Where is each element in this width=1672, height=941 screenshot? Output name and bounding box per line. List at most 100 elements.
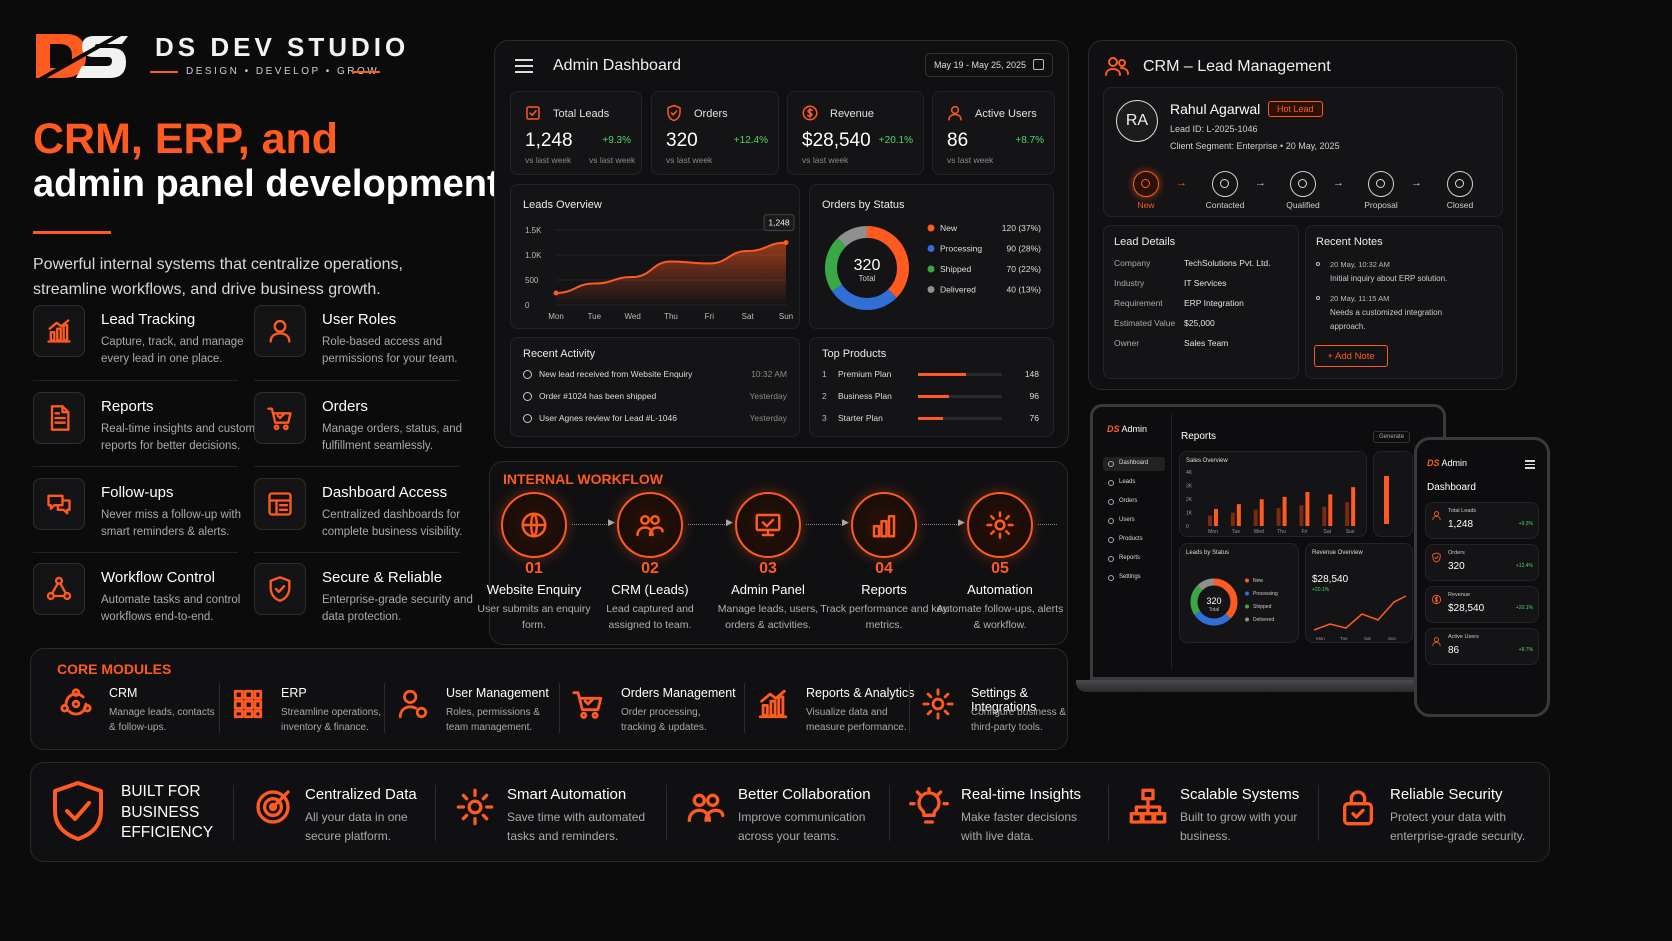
hero-rule (33, 231, 111, 234)
globe-icon (519, 510, 549, 540)
feature-desc: Manage orders, status, and fulfillment s… (322, 423, 462, 452)
legend-label: Processing (940, 244, 982, 254)
leads-status-title: Leads by Status (1186, 550, 1230, 556)
donut-slice (825, 226, 909, 310)
annotation-label: 1,248 (768, 218, 790, 228)
workflow-step-title: CRM (Leads) (611, 582, 689, 597)
laptop-nav-item[interactable]: Users (1103, 514, 1165, 528)
date-range-picker[interactable]: May 19 - May 25, 2025 (925, 53, 1053, 77)
benefit-divider (889, 785, 890, 841)
stage-glyph (1141, 179, 1150, 188)
laptop-nav-item[interactable]: Settings (1103, 571, 1165, 585)
crm-cycle-icon (59, 687, 93, 721)
note-time: 20 May, 10:32 AM (1330, 260, 1390, 269)
feature-item: Follow-ups Never miss a follow-up with sm… (33, 478, 258, 558)
gear-icon (985, 510, 1015, 540)
phone-kpi-change: +9.3% (1518, 521, 1533, 527)
feature-icon-box (254, 392, 306, 444)
laptop-nav-item[interactable]: Dashboard (1103, 457, 1165, 471)
module-title: User Management (446, 686, 549, 700)
y-tick-label: 3K (1186, 484, 1193, 490)
avatar: RA (1116, 100, 1158, 142)
x-tick-label: Mon (548, 312, 564, 321)
leads-overview-card: Leads Overview 0 500 1.0K 1.5K Mon Tue Wed Thu F… (510, 184, 800, 329)
lead-card: RA Rahul Agarwal Hot Lead Lead ID: L-202… (1103, 87, 1503, 217)
sales-bar (1305, 491, 1310, 526)
note-time: 20 May, 11:15 AM (1330, 294, 1390, 303)
stage-label: Closed (1446, 200, 1474, 210)
stage-proposal-icon[interactable] (1368, 171, 1394, 197)
workflow-step-desc: User submits an enquiry form. (477, 603, 591, 631)
hot-lead-badge: Hot Lead (1268, 101, 1323, 117)
box-check-icon (1431, 552, 1442, 563)
recent-notes-card: Recent Notes 20 May, 10:32 AM Initial inq… (1305, 225, 1503, 379)
stage-qualified-icon[interactable] (1290, 171, 1316, 197)
shield-icon (266, 575, 294, 603)
donut-slice (1190, 578, 1238, 626)
workflow-connector (922, 524, 959, 525)
x-tick-label: Sat (742, 312, 755, 321)
generate-button[interactable]: Generate (1373, 431, 1411, 443)
laptop-nav-item[interactable]: Products (1103, 533, 1165, 547)
laptop-brand: DS Admin (1107, 424, 1148, 434)
phone-kpi-label: Total Leads (1448, 508, 1477, 514)
benefit-divider (233, 785, 234, 841)
workflow-step-title: Admin Panel (731, 582, 805, 597)
phone-menu-icon[interactable] (1525, 460, 1535, 469)
note-text: Needs a customized integration approach. (1330, 308, 1443, 331)
module-divider (744, 683, 745, 733)
add-note-button[interactable]: + Add Note (1314, 345, 1388, 367)
nav-icon (1108, 575, 1114, 581)
benefit-title: Reliable Security (1390, 786, 1503, 803)
document-icon (45, 404, 73, 432)
donut-center-label: Total (1209, 607, 1220, 613)
benefit-title: Smart Automation (507, 786, 627, 803)
cart-icon (266, 404, 294, 432)
menu-icon[interactable] (515, 59, 533, 73)
stage-new-icon[interactable] (1133, 171, 1159, 197)
stage-closed-icon[interactable] (1447, 171, 1473, 197)
data-point (783, 240, 789, 246)
phone-kpi-change: +12.4% (1515, 563, 1533, 569)
donut-center-value: 320 (1206, 596, 1221, 606)
feature-desc: Automate tasks and control workflows end… (101, 594, 241, 623)
nav-label: Settings (1119, 574, 1141, 580)
feature-item: Secure & Reliable Enterprise-grade securi… (254, 563, 479, 643)
benefit-title: Scalable Systems (1180, 786, 1300, 803)
legend-dot (927, 224, 935, 232)
y-tick-label: 0 (1186, 524, 1189, 530)
detail-value: TechSolutions Pvt. Ltd. (1184, 258, 1271, 268)
donut-center-value: 320 (854, 257, 881, 274)
x-tick-label: Wed (625, 312, 641, 321)
benefits-panel: BUILT FOR BUSINESS EFFICIENCY Centralize… (30, 762, 1550, 862)
arrow-right-icon: ▶ (608, 517, 615, 527)
laptop-nav-item[interactable]: Reports (1103, 552, 1165, 566)
laptop-nav-item[interactable]: Leads (1103, 476, 1165, 490)
stage-contacted-icon[interactable] (1212, 171, 1238, 197)
tagline-rule-left (150, 71, 178, 73)
module-desc: Order processing, tracking & updates. (621, 707, 707, 733)
detail-value: Sales Team (1184, 338, 1229, 348)
product-value: 96 (1029, 391, 1039, 401)
laptop-nav-item[interactable]: Orders (1103, 495, 1165, 509)
feature-icon-box (254, 305, 306, 357)
legend-label: Shipped (1253, 604, 1272, 610)
note-bullet (1316, 262, 1320, 266)
laptop-screen: DS Admin Dashboard Leads Orders Users Produc… (1090, 404, 1446, 680)
nav-icon (1108, 480, 1114, 486)
x-tick-label: Tue (1232, 529, 1241, 535)
gear-icon (455, 787, 495, 827)
user-gear-icon (396, 687, 430, 721)
arrow-right-icon: ▶ (726, 517, 733, 527)
phone-kpi-value: 320 (1448, 561, 1465, 572)
sales-bar-prev (1345, 502, 1350, 526)
benefit-desc: Improve communication across your teams. (738, 810, 866, 843)
detail-key: Requirement (1114, 298, 1163, 308)
phone-kpi-value: 86 (1448, 645, 1460, 656)
activity-text: New lead received from Website Enquiry (539, 369, 693, 379)
module-desc: Manage leads, contacts & follow-ups. (109, 707, 215, 733)
leads-overview-chart: 0 500 1.0K 1.5K Mon Tue Wed Thu Fri Sat Sun 1,248 (525, 214, 795, 321)
benefit-desc: Make faster decisions with live data. (961, 810, 1078, 843)
x-tick-label: Fri (1302, 529, 1308, 535)
